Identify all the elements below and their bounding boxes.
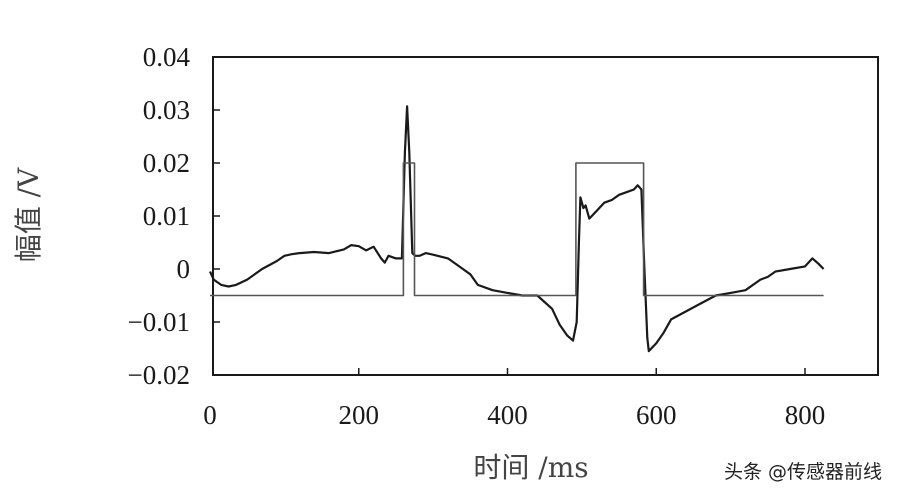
- plot-frame: [212, 56, 879, 376]
- y-tick-label: −0.02: [128, 360, 190, 390]
- series-group: [209, 105, 825, 353]
- y-tick-label: 0.02: [143, 148, 190, 178]
- reference-pulse-line: [210, 162, 824, 297]
- x-tick-label: 200: [339, 400, 380, 430]
- x-tick-label: 800: [785, 400, 826, 430]
- x-tick-label: 0: [203, 400, 217, 430]
- y-tick-label: −0.01: [128, 307, 190, 337]
- y-tick-label: 0.04: [143, 42, 191, 72]
- y-tick-label: 0.03: [143, 95, 190, 125]
- watermark: 头条 @传感器前线: [723, 461, 882, 483]
- plot-frame-rect: [212, 56, 879, 376]
- x-axis-title: 时间 /ms: [473, 451, 588, 484]
- ticks-group: 0 200 400 600 800 −0.02 −0.01 0 0.01 0.02 0.03 0.04: [128, 42, 826, 430]
- x-tick-label: 400: [487, 400, 528, 430]
- y-tick-label: 0: [177, 254, 191, 284]
- y-tick-label: 0.01: [143, 201, 190, 231]
- x-tick-label: 600: [636, 400, 677, 430]
- y-axis-title: 幅值 /V: [12, 167, 45, 262]
- signal-line: [209, 105, 825, 353]
